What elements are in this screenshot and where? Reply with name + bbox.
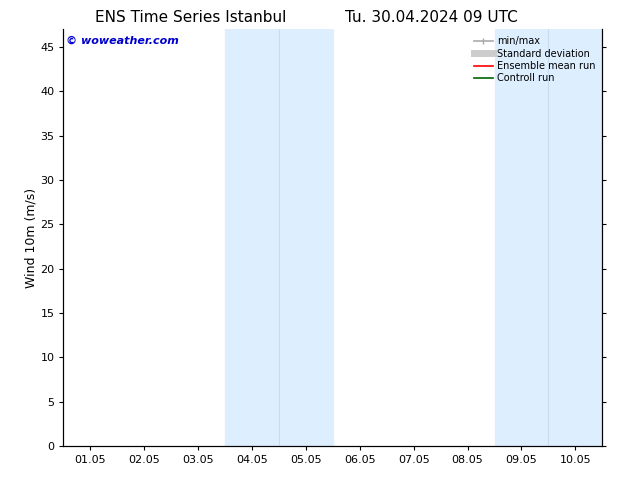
Legend: min/max, Standard deviation, Ensemble mean run, Controll run: min/max, Standard deviation, Ensemble me… — [472, 34, 597, 85]
Y-axis label: Wind 10m (m/s): Wind 10m (m/s) — [25, 188, 37, 288]
Text: Tu. 30.04.2024 09 UTC: Tu. 30.04.2024 09 UTC — [345, 10, 517, 25]
Text: © woweather.com: © woweather.com — [66, 36, 179, 46]
Bar — [225, 29, 333, 446]
Text: ENS Time Series Istanbul: ENS Time Series Istanbul — [94, 10, 286, 25]
Bar — [495, 29, 602, 446]
